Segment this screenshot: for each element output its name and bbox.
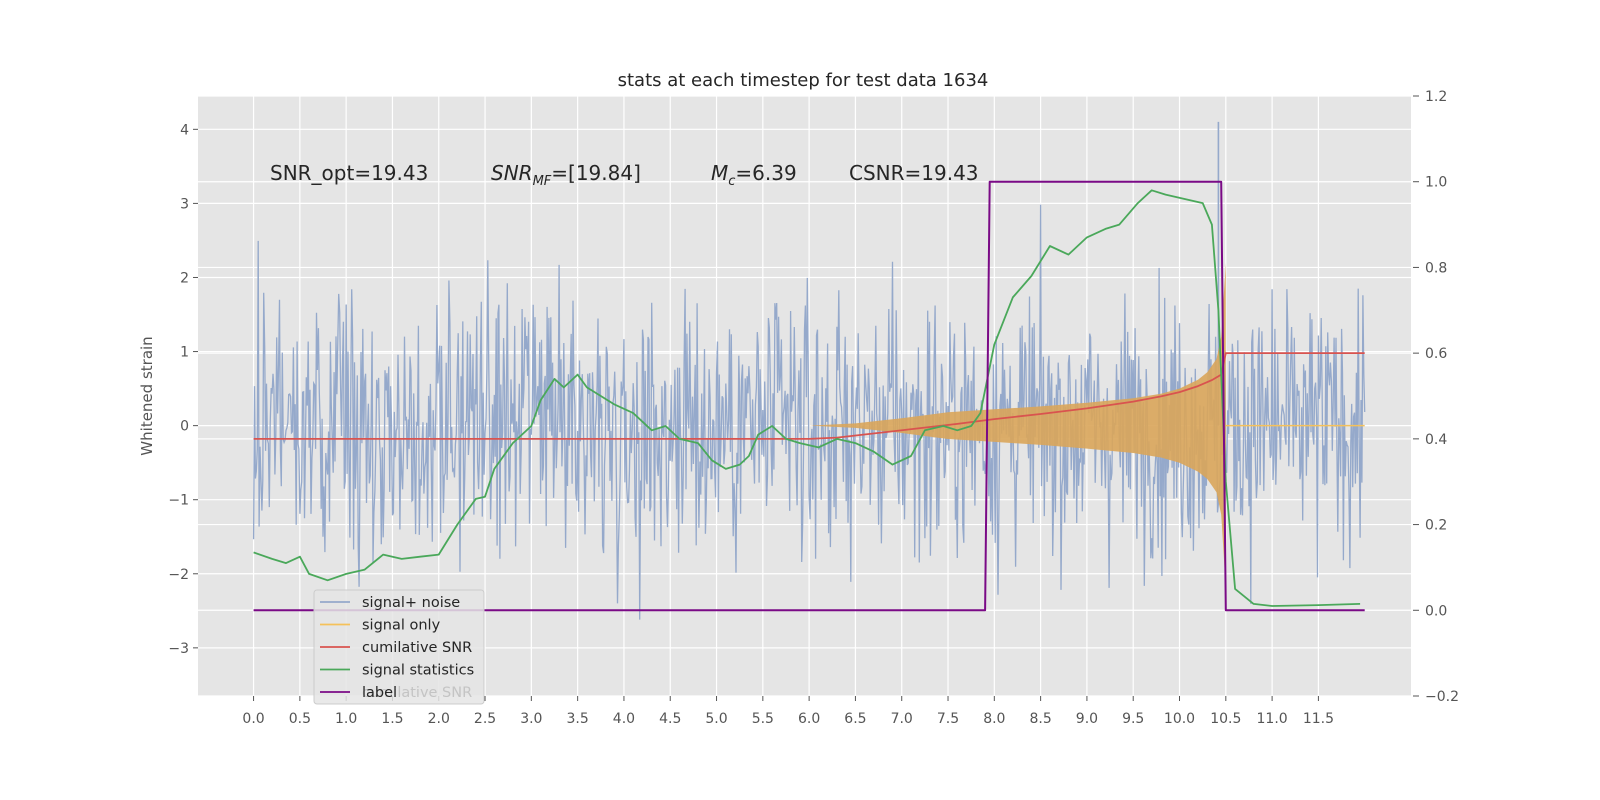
x-tick-label: 0.0: [242, 711, 264, 727]
cumulative-snr-line: [253, 352, 1365, 440]
x-tick-label: 10.5: [1210, 711, 1241, 727]
legend-label: label: [362, 685, 397, 701]
x-tick-label: 5.0: [705, 711, 727, 727]
x-tick-label: 4.5: [659, 711, 681, 727]
x-tick-label: 1.5: [381, 711, 403, 727]
x-tick-label: 3.0: [520, 711, 542, 727]
y-tick-label: 1: [180, 345, 189, 361]
y-tick-label: −1: [168, 493, 189, 509]
y2-tick-label: 0.6: [1425, 346, 1447, 362]
x-tick-label: 6.0: [798, 711, 820, 727]
y-tick-label: 0: [180, 419, 189, 435]
x-tick-label: 5.5: [752, 711, 774, 727]
x-axis: 0.0 0.5 1.0 1.5 2.0 2.5 3.0 3.5 4.0 4.5 5.0 5.5 6.0 6…: [242, 696, 1334, 727]
label-line: [253, 180, 1365, 612]
x-tick-label: 8.5: [1029, 711, 1051, 727]
legend-label: signal only: [362, 618, 441, 634]
signal-only-series: [809, 262, 1365, 589]
x-tick-label: 6.5: [844, 711, 866, 727]
y2-tick-label: 1.2: [1425, 89, 1447, 105]
y2-tick-label: 0.0: [1425, 603, 1447, 619]
legend-label: signal+ noise: [362, 595, 460, 611]
annotation-snr-opt: SNR_opt=19.43: [270, 161, 428, 185]
x-tick-label: 2.5: [474, 711, 496, 727]
x-tick-label: 7.0: [891, 711, 913, 727]
y2-tick-label: 1.0: [1425, 175, 1447, 191]
y2-tick-label: −0.2: [1425, 689, 1459, 705]
x-tick-label: 8.0: [983, 711, 1005, 727]
y-tick-label: 3: [180, 196, 189, 212]
x-tick-label: 7.5: [937, 711, 959, 727]
y-tick-label: −2: [168, 567, 189, 583]
y2-tick-label: 0.8: [1425, 260, 1447, 276]
legend-box: [313, 589, 485, 705]
signal-envelope: [809, 262, 1226, 589]
y-axis-left: −3 −2 −1 0 1 2 3 4: [168, 122, 198, 657]
legend: cumilative SNR signal+ noise signal only c…: [313, 589, 485, 705]
x-tick-label: 1.0: [335, 711, 357, 727]
line-series: [253, 180, 1365, 612]
annotation-snr-mf: SNRMF=[19.84]: [491, 161, 641, 189]
y-tick-label: 4: [180, 122, 189, 138]
x-tick-label: 9.0: [1076, 711, 1098, 727]
annotation-csnr: CSNR=19.43: [849, 161, 979, 185]
x-tick-label: 2.0: [428, 711, 450, 727]
legend-label: cumilative SNR: [362, 640, 472, 656]
legend-ghost-text: cumilative SNR: [362, 685, 472, 701]
y-tick-label: −3: [168, 641, 189, 657]
chart-title: stats at each timestep for test data 163…: [618, 70, 989, 91]
legend-label: signal statistics: [362, 663, 474, 679]
x-tick-label: 3.5: [567, 711, 589, 727]
x-tick-label: 0.5: [289, 711, 311, 727]
y-axis-label: Whitened strain: [138, 336, 156, 455]
signal-statistics-line: [253, 189, 1361, 607]
annotation-mc: Mc=6.39: [711, 161, 797, 189]
annotations: SNR_opt=19.43 SNRMF=[19.84] Mc=6.39 CSNR…: [270, 161, 979, 189]
y-axis-right: −0.2 0.0 0.2 0.4 0.6 0.8 1.0 1.2: [1413, 89, 1459, 705]
noise-trace: [252, 204, 1366, 620]
y-tick-label: 2: [180, 270, 189, 286]
x-tick-label: 9.5: [1122, 711, 1144, 727]
y2-tick-label: 0.4: [1425, 432, 1447, 448]
x-tick-label: 10.0: [1164, 711, 1195, 727]
y2-tick-label: 0.2: [1425, 518, 1447, 534]
x-tick-label: 4.0: [613, 711, 635, 727]
x-tick-label: 11.0: [1257, 711, 1288, 727]
x-tick-label: 11.5: [1303, 711, 1334, 727]
